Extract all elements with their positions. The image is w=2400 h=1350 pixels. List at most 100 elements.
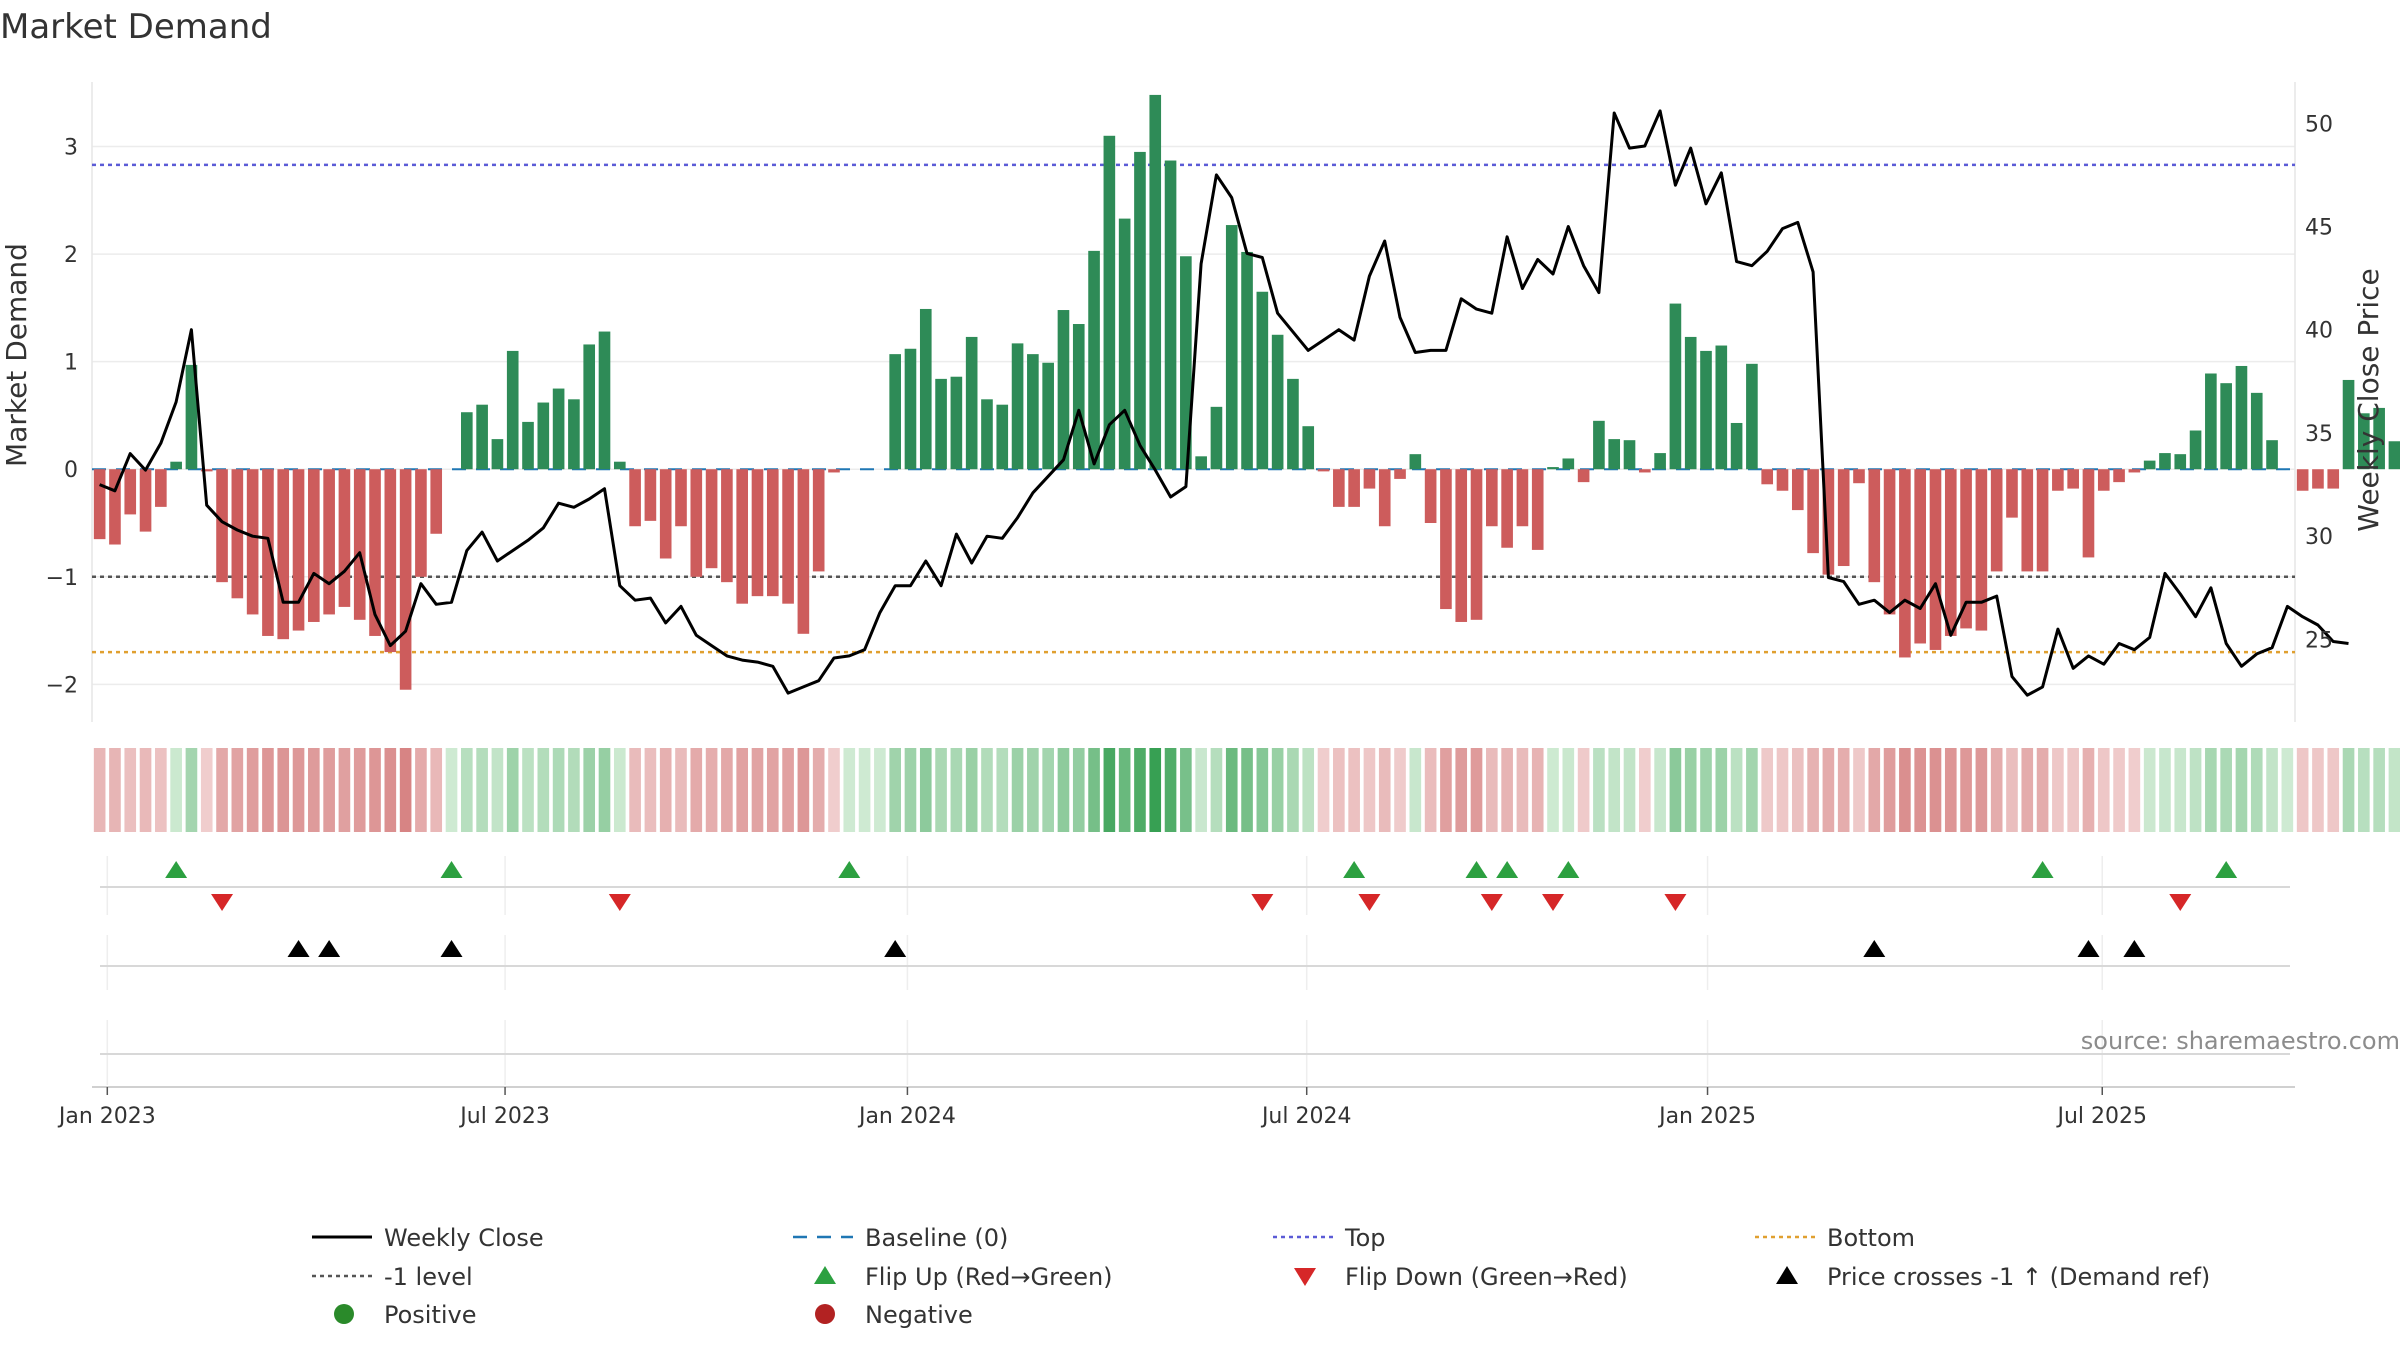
demand-bar [965, 336, 978, 470]
heat-cell [506, 748, 519, 832]
heat-cell [415, 748, 427, 832]
demand-bar [629, 469, 641, 527]
demand-bar [1134, 151, 1146, 470]
heat-cell [2373, 748, 2385, 832]
left-axis-ticks: 3 2 1 0 −1 −2 [46, 136, 78, 699]
heat-cell [797, 748, 810, 832]
demand-bar [2143, 460, 2156, 470]
demand-bar [1531, 469, 1544, 550]
heat-cell [308, 748, 320, 832]
demand-bar [1761, 469, 1774, 485]
flip-up-marker [1496, 861, 1519, 878]
heat-cell [1791, 748, 1804, 832]
heat-cell [766, 748, 779, 832]
demand-bar [308, 469, 320, 622]
demand-bar [506, 350, 519, 470]
demand-bar [2189, 430, 2202, 470]
legend-label: Negative [865, 1301, 973, 1329]
demand-bar [277, 469, 290, 640]
heat-cell [1149, 748, 1162, 832]
chart-title: Market Demand [0, 7, 272, 47]
heat-cell [583, 748, 596, 832]
x-tick-label: Jan 2025 [1657, 1104, 1756, 1129]
heat-cell [1883, 748, 1896, 832]
price-cross-marker [318, 940, 341, 957]
heat-cell [2358, 748, 2370, 832]
demand-bar [797, 469, 810, 634]
flip-up-marker [1343, 861, 1366, 878]
heat-cell [675, 748, 687, 832]
demand-bar [1180, 256, 1192, 470]
heat-cell [461, 748, 473, 832]
right-tick-label: 45 [2305, 216, 2333, 241]
right-axis-title: Weekly Close Price [2352, 268, 2385, 531]
heat-cell [109, 748, 121, 832]
demand-bar [1562, 458, 1575, 470]
heat-cell [522, 748, 534, 832]
legend-swatch-triangle-down [1294, 1268, 1316, 1286]
price-cross-marker [1863, 940, 1886, 957]
demand-bar [185, 364, 198, 470]
heat-cell [1409, 748, 1422, 832]
heat-cell [751, 748, 764, 832]
heat-cell [491, 748, 504, 832]
demand-bar [338, 469, 351, 607]
heat-cell [1348, 748, 1360, 832]
demand-bar [828, 469, 840, 473]
heat-cell [1730, 748, 1743, 832]
demand-bar [2312, 469, 2324, 489]
demand-bar [1088, 250, 1100, 470]
demand-bar [2250, 392, 2263, 470]
heat-cell [858, 748, 871, 832]
price-line-group [99, 109, 2349, 697]
heat-cell [874, 748, 886, 832]
heat-cell [2052, 748, 2064, 832]
demand-bar [1837, 469, 1850, 567]
demand-bar [766, 469, 779, 597]
heat-cell [568, 748, 580, 832]
demand-bars [93, 94, 2400, 690]
heat-cell [1761, 748, 1774, 832]
demand-bar [430, 469, 443, 534]
demand-bar [1608, 439, 1621, 470]
heat-cell [736, 748, 749, 832]
demand-bar [1868, 469, 1881, 583]
demand-bar [675, 469, 687, 527]
heat-cell [384, 748, 397, 832]
demand-bar [2113, 469, 2125, 483]
legend-label: Weekly Close [384, 1224, 544, 1252]
demand-bar [522, 421, 534, 470]
left-axis-title: Market Demand [0, 243, 33, 467]
heat-cell [1608, 748, 1621, 832]
heat-cell [1317, 748, 1330, 832]
flip-markers-panel [100, 856, 2290, 915]
demand-bar [721, 469, 733, 583]
price-cross-marker [2123, 940, 2146, 957]
weekly-close-line [99, 109, 2349, 697]
demand-bar [1118, 218, 1131, 470]
demand-bar [2097, 469, 2110, 491]
demand-bar [935, 378, 947, 470]
heat-cell [2189, 748, 2202, 832]
demand-bar [2052, 469, 2064, 491]
demand-bar [950, 376, 963, 470]
heat-cell [1241, 748, 1253, 832]
demand-bar [2358, 413, 2370, 470]
heat-cell [369, 748, 381, 832]
demand-bar [2327, 469, 2340, 489]
demand-bar [1317, 469, 1330, 472]
heat-cell [1470, 748, 1483, 832]
legend-swatch-circle [334, 1304, 354, 1324]
price-cross-marker [287, 940, 310, 957]
heat-cell [2143, 748, 2156, 832]
heat-cell [1210, 748, 1223, 832]
demand-bar [1547, 467, 1559, 470]
flip-up-marker [165, 861, 188, 878]
demand-bar [415, 469, 427, 577]
demand-bar [1103, 135, 1116, 470]
x-axis-ticks: Jan 2023 Jul 2023 Jan 2024 Jul 2024 Jan 2025… [57, 1087, 2147, 1129]
heat-cell [1180, 748, 1192, 832]
demand-bar [1623, 440, 1636, 470]
demand-bar [1394, 469, 1406, 479]
heat-cell [2067, 748, 2079, 832]
